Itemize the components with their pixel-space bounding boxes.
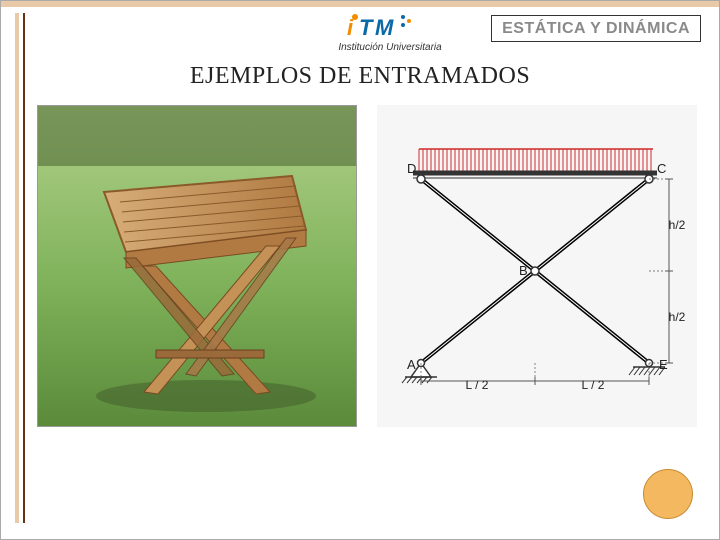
slide: i T M Institución Universitaria ESTÁTICA… — [0, 0, 720, 540]
svg-text:T: T — [359, 15, 374, 39]
svg-text:B: B — [519, 263, 528, 278]
svg-text:h/2: h/2 — [669, 310, 686, 324]
subject-box: ESTÁTICA Y DINÁMICA — [491, 15, 701, 42]
photo-svg — [38, 106, 357, 427]
institution-name: Institución Universitaria — [329, 42, 451, 53]
svg-text:E: E — [659, 357, 668, 372]
slide-title: EJEMPLOS DE ENTRAMADOS — [1, 63, 719, 90]
svg-text:L / 2: L / 2 — [466, 378, 489, 392]
corner-bubble-icon — [643, 469, 693, 519]
svg-text:M: M — [375, 15, 394, 39]
top-accent-bar — [1, 1, 719, 7]
frame-diagram: A B C D E L / 2 L / 2 h/2 h/2 — [377, 105, 697, 427]
content-row: A B C D E L / 2 L / 2 h/2 h/2 — [37, 105, 697, 429]
diagram-svg: A B C D E L / 2 L / 2 h/2 h/2 — [377, 105, 697, 427]
svg-text:L / 2: L / 2 — [582, 378, 605, 392]
example-photo — [37, 105, 357, 427]
svg-text:D: D — [407, 161, 416, 176]
subject-label: ESTÁTICA Y DINÁMICA — [502, 20, 690, 38]
institution-logo: i T M Institución Universitaria — [329, 11, 451, 53]
svg-text:C: C — [657, 161, 666, 176]
svg-text:A: A — [407, 357, 416, 372]
svg-text:h/2: h/2 — [669, 218, 686, 232]
logo-mark: i T M — [345, 11, 435, 44]
svg-text:i: i — [347, 15, 354, 39]
